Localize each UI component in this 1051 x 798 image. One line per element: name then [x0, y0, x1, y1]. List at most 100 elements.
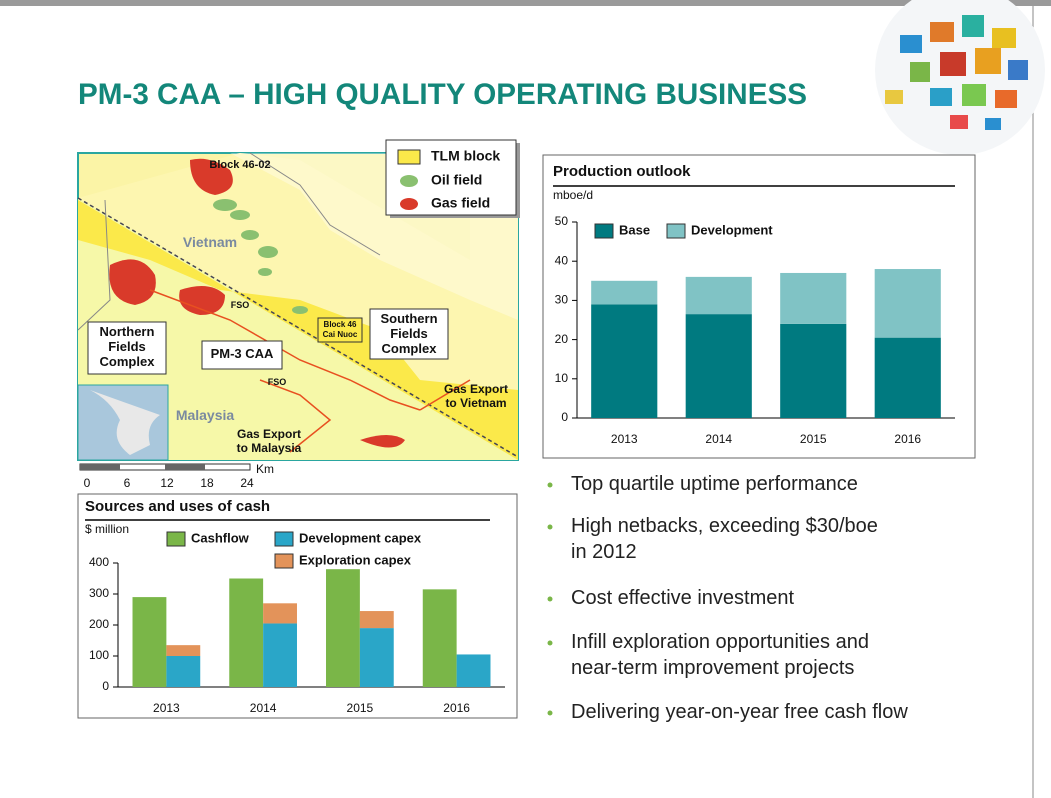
bar: [166, 656, 201, 687]
chart-title: Sources and uses of cash: [85, 498, 270, 515]
y-tick-label: 20: [555, 332, 569, 346]
bullet-text-line: near-term improvement projects: [571, 657, 854, 679]
legend-swatch: [274, 553, 294, 569]
bullet-dot: [547, 640, 553, 646]
scale-label: 12: [160, 476, 174, 490]
map-label-line: Complex: [100, 354, 156, 369]
y-tick-label: 40: [555, 253, 569, 267]
map-label-line: Block 46: [324, 320, 357, 329]
bullet-text: Infill exploration opportunities and near…: [571, 631, 869, 679]
y-tick-label: 300: [89, 586, 109, 600]
bar: [326, 569, 360, 687]
map-label-line: Northern: [100, 324, 155, 339]
map-label-line: to Vietnam: [445, 396, 506, 410]
bar: [780, 323, 847, 418]
map-label: Malaysia: [176, 407, 235, 423]
x-tick-label: 2013: [153, 701, 180, 715]
y-tick-label: 400: [89, 555, 109, 569]
y-tick-label: 50: [555, 214, 569, 228]
scale-label: 6: [124, 476, 131, 490]
legend-label: Cashflow: [191, 530, 250, 545]
legend-label: Exploration capex: [299, 552, 412, 567]
bullet-text: Delivering year-on-year free cash flow: [571, 701, 908, 723]
bar: [359, 628, 394, 687]
y-tick-label: 200: [89, 617, 109, 631]
bullet-text-line: Top quartile uptime performance: [571, 473, 858, 495]
bullet-dot: [547, 710, 553, 716]
bar: [422, 589, 457, 687]
map-label: Southern Fields Complex: [380, 311, 437, 356]
scale-bar: [79, 463, 251, 471]
bar: [166, 645, 201, 656]
bar: [132, 597, 167, 687]
bar: [263, 623, 297, 687]
bar: [229, 578, 264, 687]
map-label: FSO: [268, 377, 287, 387]
legend-swatch: [666, 223, 686, 239]
y-axis-label: mboe/d: [553, 188, 593, 202]
bullet-text-line: in 2012: [571, 541, 637, 563]
bar: [685, 314, 752, 418]
scale-label: 0: [84, 476, 91, 490]
scale-label: 18: [200, 476, 214, 490]
bullet-dot: [547, 596, 553, 602]
x-tick-label: 2015: [347, 701, 374, 715]
map-label-line: Fields: [390, 326, 428, 341]
map: [77, 139, 520, 471]
map-label-line: Southern: [380, 311, 437, 326]
x-tick-label: 2016: [443, 701, 470, 715]
map-label: PM-3 CAA: [211, 346, 274, 361]
legend-swatch: [594, 223, 614, 239]
map-label-line: Complex: [382, 341, 438, 356]
x-tick-label: 2014: [705, 432, 732, 446]
map-label-line: Malaysia: [176, 407, 235, 423]
x-tick-label: 2013: [611, 432, 638, 446]
map-label-line: Cai Nuoc: [323, 330, 358, 339]
map-label-line: FSO: [231, 300, 250, 310]
map-label: Northern Fields Complex: [100, 324, 156, 369]
legend-label: Base: [619, 222, 650, 237]
y-tick-label: 30: [555, 293, 569, 307]
bullet-text-line: High netbacks, exceeding $30/boe: [571, 515, 878, 537]
bullet-dot: [547, 482, 553, 488]
bar: [263, 603, 297, 624]
bullet-text-line: Delivering year-on-year free cash flow: [571, 701, 908, 723]
map-label-line: PM-3 CAA: [211, 346, 274, 361]
legend-label: Development: [691, 222, 773, 237]
map-label: Block 46 Cai Nuoc: [323, 320, 358, 339]
bar: [591, 304, 658, 418]
map-label-line: Vietnam: [183, 234, 237, 250]
y-axis-label: $ million: [85, 522, 129, 536]
map-label: Block 46-02: [209, 159, 270, 171]
bullet-text-line: Cost effective investment: [571, 587, 795, 609]
scale-label: 24: [240, 476, 254, 490]
bullet-text: Cost effective investment: [571, 587, 795, 609]
map-legend-label: Oil field: [431, 172, 482, 188]
slide-title: PM-3 CAA – HIGH QUALITY OPERATING BUSINE…: [78, 78, 807, 111]
map-label: FSO: [231, 300, 250, 310]
bullet-dot: [547, 524, 553, 530]
bar: [874, 269, 941, 338]
chart-title: Production outlook: [553, 163, 691, 180]
y-tick-label: 0: [102, 679, 109, 693]
bar: [874, 337, 941, 418]
globe: [875, 0, 1045, 155]
x-tick-label: 2014: [250, 701, 277, 715]
map-label-line: Fields: [108, 339, 146, 354]
bar: [456, 654, 491, 687]
map-legend-label: Gas field: [431, 195, 490, 211]
map-label-line: Gas Export: [444, 382, 508, 396]
map-label-line: to Malaysia: [237, 441, 302, 455]
bullet-text: High netbacks, exceeding $30/boe in 2012: [571, 515, 878, 563]
legend-swatch: [166, 531, 186, 547]
x-tick-label: 2015: [800, 432, 827, 446]
map-label-line: Gas Export: [237, 427, 301, 441]
map-label: Gas Export to Vietnam: [444, 382, 508, 410]
y-tick-label: 10: [555, 371, 569, 385]
bar: [359, 611, 394, 629]
map-label-line: FSO: [268, 377, 287, 387]
legend-label: Development capex: [299, 530, 422, 545]
top-bar: [0, 0, 1051, 6]
bar: [780, 272, 847, 324]
